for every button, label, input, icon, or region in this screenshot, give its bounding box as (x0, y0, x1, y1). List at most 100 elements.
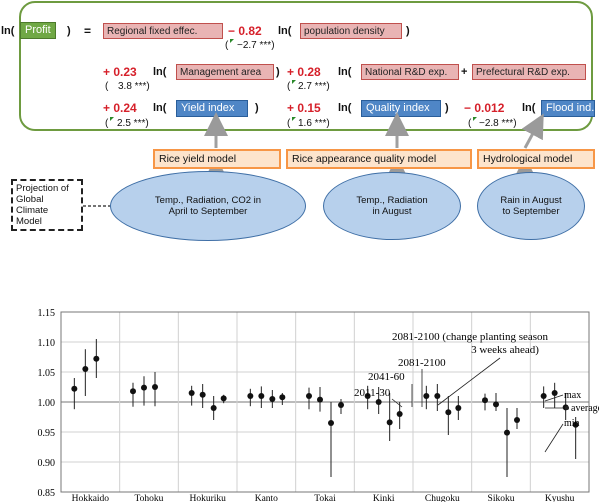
y-tick-label: 0.95 (38, 428, 56, 439)
significance-marker-icon (473, 117, 477, 121)
ln-label: ln( (153, 102, 167, 114)
plus-sign: + (461, 66, 468, 78)
yield-inputs-ellipse: Temp., Radiation, CO2 in April to Septemb… (110, 171, 306, 241)
x-category-label: Hokkaido (72, 494, 110, 502)
coef-yield: + 0.24 (103, 101, 137, 115)
average-point (423, 393, 430, 399)
climate-model-line: Projection of (16, 183, 69, 194)
y-tick-label: 0.85 (38, 488, 56, 499)
average-point (445, 409, 452, 416)
average-point (504, 429, 510, 436)
average-point (364, 393, 371, 399)
tvalue-quality: 1.6 ***) (298, 118, 330, 129)
legend-min: min (564, 418, 580, 429)
ln-label: ln( (278, 25, 292, 37)
legend-average: average (571, 403, 599, 414)
y-tick-label: 1.05 (38, 368, 56, 379)
legend-average-dot (565, 406, 569, 410)
close-paren: ) (445, 102, 449, 114)
significance-marker-icon (230, 39, 234, 43)
yield-index-box: Yield index (176, 100, 248, 117)
annotation-2011-30: 2011-30 (354, 387, 391, 399)
average-point (93, 355, 100, 362)
coef-rnd: + 0.28 (287, 65, 321, 79)
ln-label: ln( (153, 66, 167, 78)
profit-box: Profit (20, 22, 56, 39)
x-category-label: Sikoku (488, 494, 515, 502)
yield-ratio-chart: 0.85 0.90 0.95 1.00 1.05 1.10 1.15 Hokkaido Toh… (38, 308, 599, 502)
significance-marker-icon (110, 117, 114, 121)
average-point (572, 421, 579, 428)
average-point (269, 396, 276, 402)
close-paren: ) (276, 66, 280, 78)
x-category-label: Chugoku (425, 494, 460, 502)
input-line: to September (502, 206, 560, 217)
average-point (396, 411, 403, 417)
management-area-box: Management area (176, 64, 274, 80)
regional-fixed-box: Regional fixed effec. (103, 23, 223, 39)
ln-label: ln( (1, 25, 15, 37)
average-point (375, 399, 382, 405)
average-point (199, 391, 206, 398)
ln-label: ln( (338, 102, 352, 114)
tvalue-yield: 2.5 ***) (117, 118, 149, 129)
close-paren: ) (255, 102, 259, 114)
national-rnd-box: National R&D exp. (361, 64, 459, 80)
annotation-3-weeks: 3 weeks ahead) (471, 344, 539, 356)
significance-marker-icon (292, 117, 296, 121)
legend-max: max (564, 390, 581, 401)
y-tick-label: 1.10 (38, 338, 56, 349)
annotation-2081-2100: 2081-2100 (398, 357, 446, 369)
average-point (279, 394, 286, 401)
input-line: Temp., Radiation (356, 195, 428, 206)
tvalue-open: ( (287, 81, 291, 92)
average-point (455, 405, 462, 411)
annotation-change-planting: 2081-2100 (change planting season (392, 331, 549, 343)
climate-model-box: Projection of Global Climate Model (11, 179, 83, 231)
average-point (188, 390, 195, 396)
input-line: in August (372, 206, 412, 217)
rice-quality-model-box: Rice appearance quality model (286, 149, 472, 169)
tvalue-open: ( (225, 40, 229, 51)
x-category-label: Tohoku (135, 494, 164, 502)
flood-index-box: Flood ind. (541, 100, 595, 117)
average-point (482, 397, 488, 404)
coef-quality: + 0.15 (287, 101, 321, 115)
tvalue-open: ( (105, 118, 109, 129)
average-point (247, 393, 254, 399)
climate-model-line: Model (16, 216, 42, 227)
average-point (514, 417, 520, 423)
input-line: Rain in August (500, 195, 562, 206)
x-category-label: Hokuriku (189, 494, 226, 502)
input-line: Temp., Radiation, CO2 in (154, 195, 262, 206)
average-point (317, 396, 323, 403)
average-point (328, 420, 334, 426)
average-point (210, 405, 217, 411)
annotation-2041-60: 2041-60 (368, 371, 405, 383)
average-point (82, 366, 89, 372)
average-point (71, 385, 78, 392)
average-point (540, 393, 547, 399)
significance-marker-icon (292, 80, 296, 84)
ln-label: ln( (522, 102, 536, 114)
average-point (386, 419, 393, 426)
x-category-label: Kanto (255, 494, 278, 502)
coef-population: − 0.82 (228, 24, 262, 38)
prefectural-rnd-box: Prefectural R&D exp. (472, 64, 586, 80)
climate-model-line: Global Climate (16, 194, 49, 216)
average-point (338, 402, 344, 408)
ln-label: ln( (338, 66, 352, 78)
average-point (306, 393, 312, 399)
coef-flood: − 0.012 (464, 101, 505, 115)
average-point (551, 390, 558, 396)
connector-arrows (83, 112, 544, 207)
average-point (493, 401, 499, 408)
close-paren: ) (406, 25, 410, 37)
plot-frame (60, 311, 590, 493)
equals-sign: = (84, 24, 92, 38)
rice-yield-model-box: Rice yield model (153, 149, 281, 169)
hydro-inputs-ellipse: Rain in August to September (477, 172, 585, 240)
average-point (258, 393, 265, 399)
y-tick-label: 0.90 (38, 458, 56, 469)
close-paren: ) (67, 25, 71, 37)
